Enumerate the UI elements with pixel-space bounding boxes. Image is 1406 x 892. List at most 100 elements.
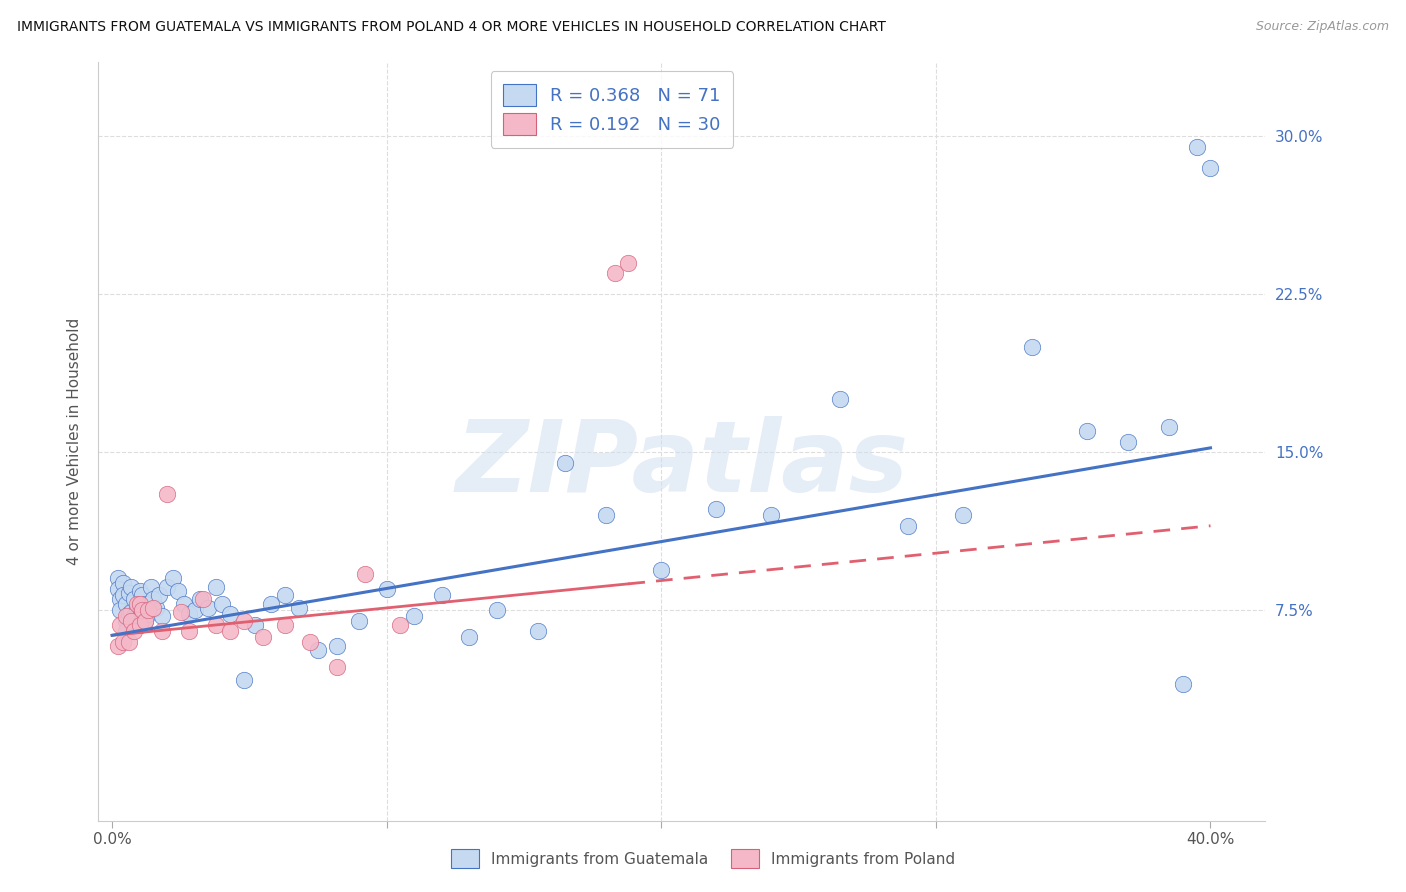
Point [134,614,156,628]
Legend: Immigrants from Guatemala, Immigrants from Poland: Immigrants from Guatemala, Immigrants fr… [443,841,963,875]
Point [170,605,193,619]
Point [233,673,256,687]
Point [243,617,266,632]
Point [131,605,153,619]
Point [288,601,311,615]
Point [650,563,672,577]
Point [759,508,782,523]
Point [128,584,150,599]
Point [526,624,548,639]
Point [326,660,349,674]
Point [112,634,135,648]
Point [131,588,153,602]
Point [122,624,145,639]
Point [125,614,148,628]
Point [110,592,132,607]
Y-axis label: 4 or more Vehicles in Household: 4 or more Vehicles in Household [66,318,82,566]
Point [150,624,173,639]
Point [167,584,190,599]
Point [211,597,233,611]
Point [704,502,727,516]
Point [120,614,142,628]
Text: Source: ZipAtlas.com: Source: ZipAtlas.com [1256,20,1389,33]
Point [603,266,626,280]
Point [952,508,974,523]
Point [274,617,297,632]
Point [128,597,150,611]
Text: ZIPatlas: ZIPatlas [456,416,908,513]
Point [128,601,150,615]
Point [349,614,371,628]
Point [326,639,349,653]
Point [107,571,129,585]
Legend: R = 0.368   N = 71, R = 0.192   N = 30: R = 0.368 N = 71, R = 0.192 N = 30 [491,71,733,148]
Point [110,603,132,617]
Point [120,605,142,619]
Point [115,597,138,611]
Point [117,586,139,600]
Point [205,580,228,594]
Point [828,392,851,407]
Point [115,609,138,624]
Point [485,603,508,617]
Point [233,614,256,628]
Point [458,631,481,645]
Point [136,603,159,617]
Point [110,617,132,632]
Point [554,456,576,470]
Point [134,614,156,628]
Point [122,609,145,624]
Point [107,582,129,596]
Text: IMMIGRANTS FROM GUATEMALA VS IMMIGRANTS FROM POLAND 4 OR MORE VEHICLES IN HOUSEH: IMMIGRANTS FROM GUATEMALA VS IMMIGRANTS … [17,20,886,34]
Point [162,571,184,585]
Point [1159,419,1181,434]
Point [120,580,142,594]
Point [353,567,375,582]
Point [183,603,205,617]
Point [112,588,135,602]
Point [595,508,617,523]
Point [177,607,200,622]
Point [191,592,214,607]
Point [115,614,138,628]
Point [128,617,150,632]
Point [117,607,139,622]
Point [136,607,159,622]
Point [134,597,156,611]
Point [131,603,153,617]
Point [145,601,167,615]
Point [142,601,165,615]
Point [107,639,129,653]
Point [128,617,150,632]
Point [125,601,148,615]
Point [173,597,195,611]
Point [430,588,453,602]
Point [307,643,329,657]
Point [197,601,219,615]
Point [156,487,179,501]
Point [1199,161,1222,175]
Point [142,592,165,607]
Point [897,518,920,533]
Point [205,617,228,632]
Point [122,617,145,632]
Point [115,624,138,639]
Point [125,597,148,611]
Point [122,592,145,607]
Point [404,609,426,624]
Point [298,634,321,648]
Point [148,588,170,602]
Point [1185,139,1208,153]
Point [260,597,283,611]
Point [156,580,179,594]
Point [1076,424,1098,438]
Point [117,634,139,648]
Point [1021,340,1043,354]
Point [375,582,398,596]
Point [389,617,412,632]
Point [139,580,162,594]
Point [274,588,297,602]
Point [188,592,211,607]
Point [150,609,173,624]
Point [1171,677,1194,691]
